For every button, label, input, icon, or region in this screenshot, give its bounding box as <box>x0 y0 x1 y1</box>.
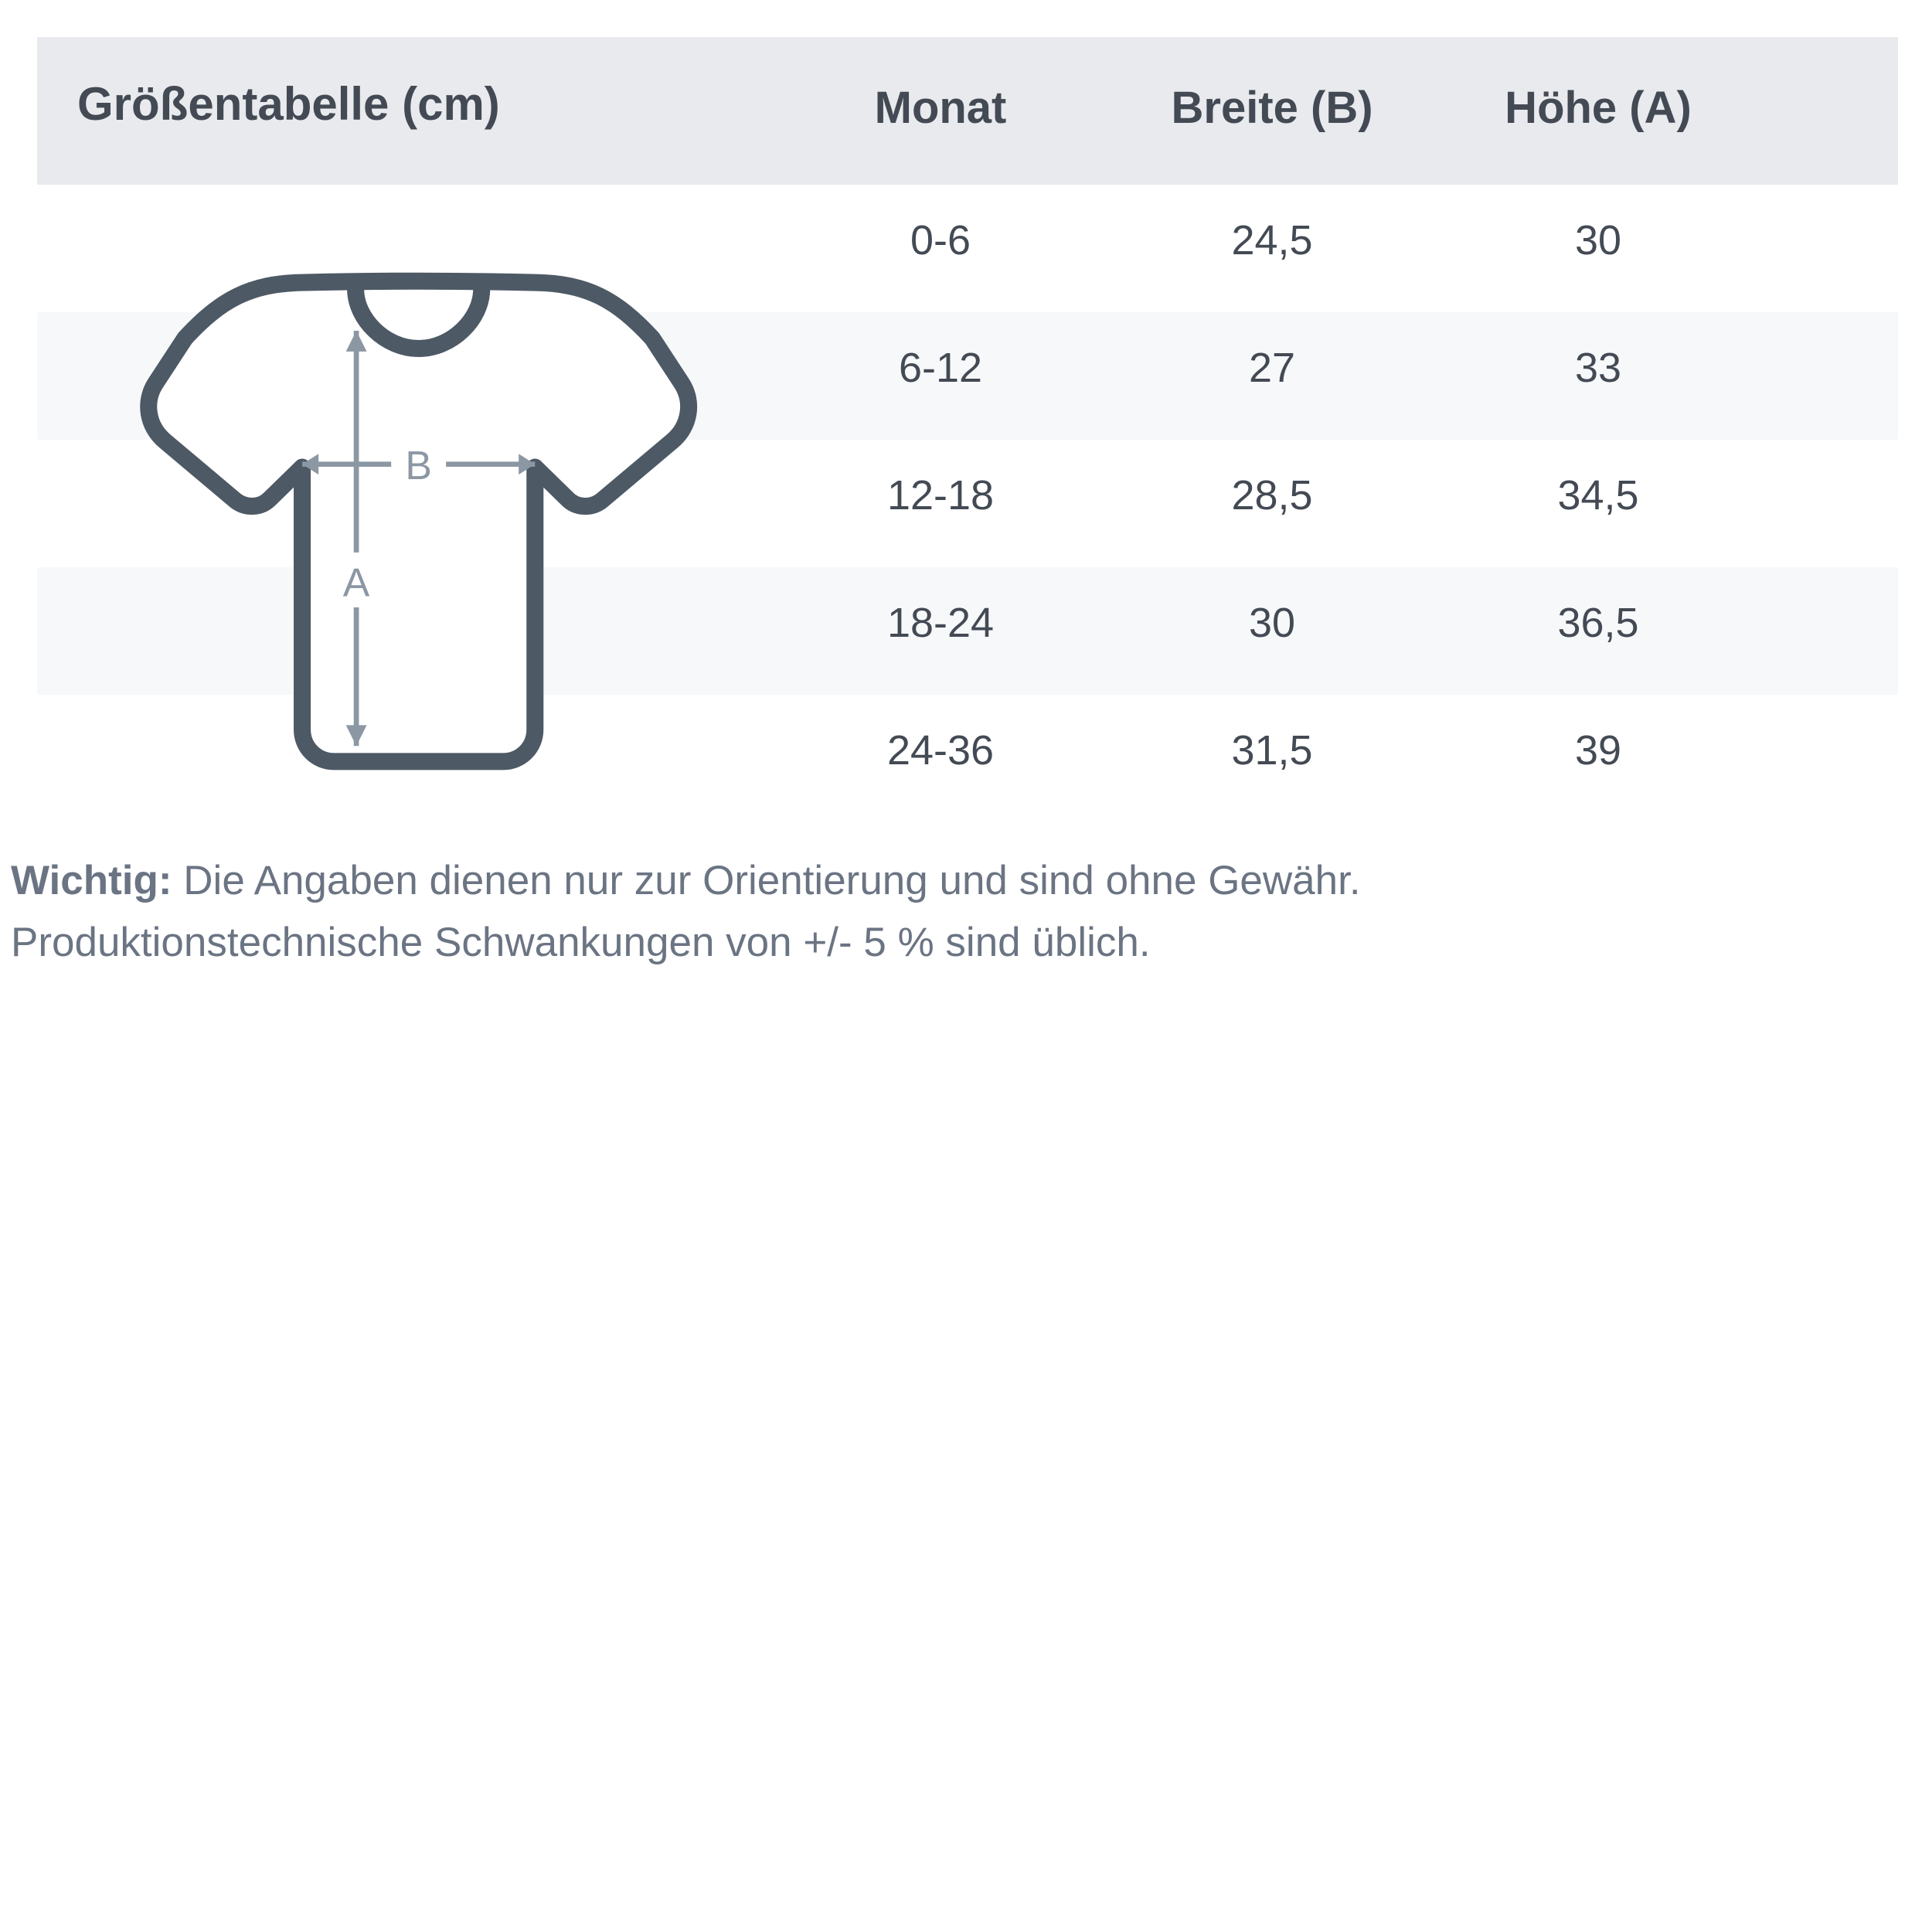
svg-text:B: B <box>405 443 432 488</box>
svg-text:A: A <box>343 560 370 604</box>
